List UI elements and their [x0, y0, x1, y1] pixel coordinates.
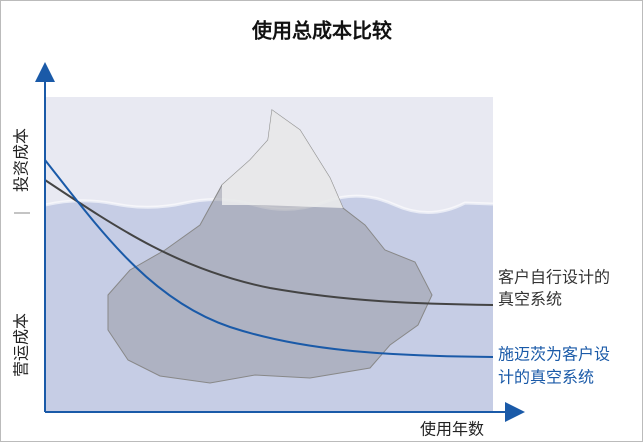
curve-label: 真空系统 [498, 290, 562, 309]
title: 使用总成本比较 [251, 19, 392, 43]
iceberg-tip [222, 110, 343, 208]
iceberg [107, 109, 433, 384]
curve-schmalz [44, 159, 494, 358]
y-lower-label: 营运成本 [12, 313, 31, 377]
curve-label: 施迈茨为客户设 [498, 345, 610, 364]
x-label: 使用年数 [420, 420, 484, 439]
curve-label: 客户自行设计的 [498, 268, 610, 287]
curve-custom [44, 179, 494, 306]
curve-label: 计的真空系统 [498, 368, 594, 387]
y-upper-label: 投资成本 [12, 128, 31, 192]
